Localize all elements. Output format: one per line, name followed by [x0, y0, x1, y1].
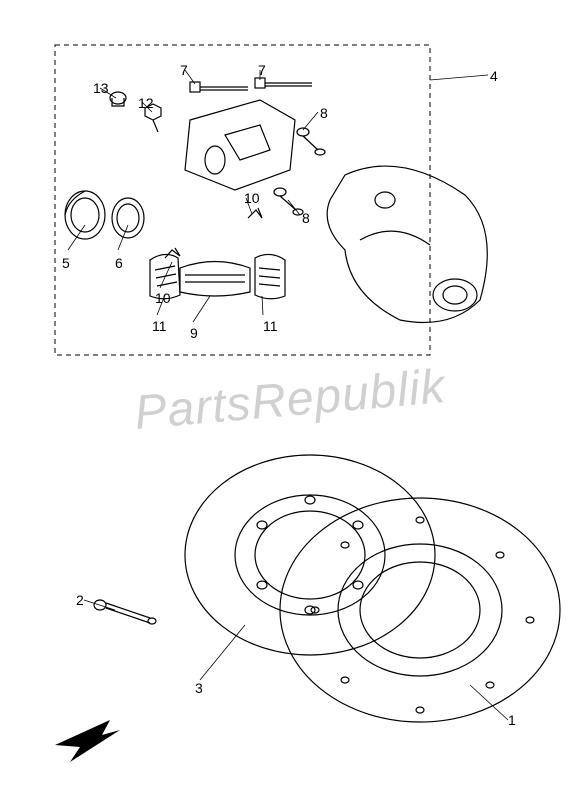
caliper-bracket	[327, 166, 487, 322]
leader-lines	[68, 70, 508, 720]
caliper-bolt-1	[190, 82, 248, 92]
pad-spring-1	[165, 248, 180, 258]
bleed-cap	[110, 92, 126, 106]
assembly-group-box	[55, 45, 430, 355]
slide-pin-2	[274, 188, 303, 215]
pad-shim-right	[255, 254, 285, 298]
caliper-body	[185, 100, 295, 190]
brake-disc-front	[185, 455, 435, 655]
disc-bolt	[94, 600, 156, 624]
bleed-screw	[145, 104, 161, 132]
caliper-bolt-2	[255, 78, 312, 88]
parts-diagram: PartsRepublik 1 2 3 4 5 6 7 7 8 8 9 10 1…	[0, 0, 580, 800]
brake-disc-rear	[280, 498, 560, 722]
piston-seal	[112, 198, 144, 238]
direction-arrow	[55, 720, 120, 762]
brake-pad-set	[180, 262, 250, 297]
diagram-svg	[0, 0, 580, 800]
piston	[65, 191, 105, 239]
slide-pin-1	[297, 128, 325, 155]
